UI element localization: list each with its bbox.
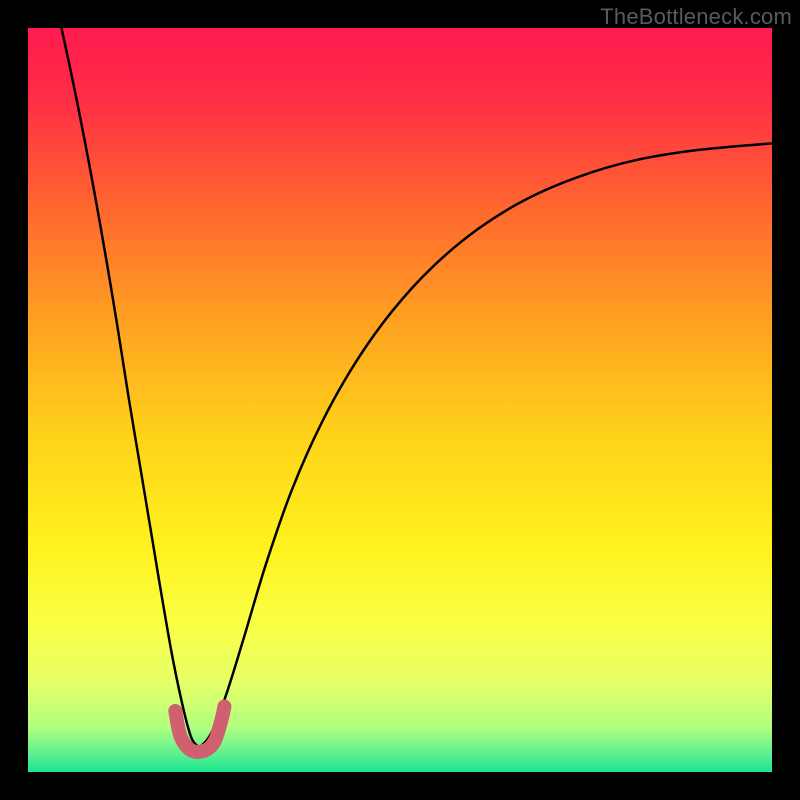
min-marker (175, 707, 224, 752)
watermark-text: TheBottleneck.com (600, 4, 792, 30)
curve-layer (28, 28, 772, 772)
curve-left-branch (61, 28, 199, 747)
curve-right-branch (199, 143, 772, 747)
plot-area (28, 28, 772, 772)
chart-container: TheBottleneck.com (0, 0, 800, 800)
